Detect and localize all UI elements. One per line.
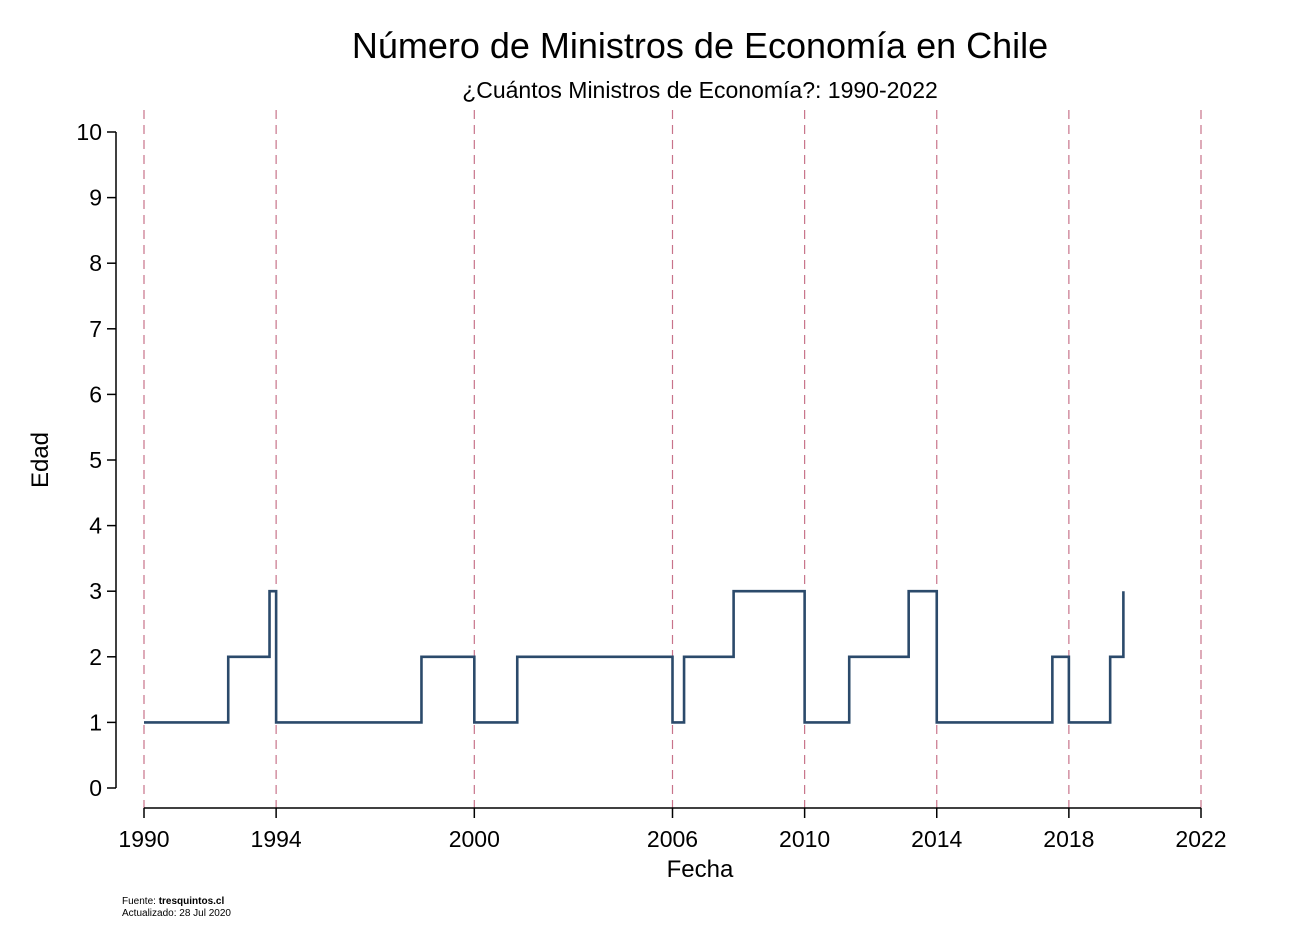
- y-tick-label-6: 6: [89, 381, 102, 407]
- chart-subtitle: ¿Cuántos Ministros de Economía?: 1990-20…: [462, 77, 938, 103]
- source-label: Fuente:: [122, 896, 159, 907]
- y-axis: 0 1 2 3 4 5 6 7 8 9 10: [76, 119, 117, 801]
- source-line: Fuente: tresquintos.cl: [122, 896, 231, 908]
- series-group: [144, 589, 1125, 724]
- y-tick-label-4: 4: [89, 513, 102, 539]
- y-axis-title: Edad: [27, 432, 54, 488]
- source-link[interactable]: tresquintos.cl: [158, 896, 225, 907]
- x-axis-title: Fecha: [667, 856, 734, 883]
- y-tick-label-7: 7: [89, 316, 102, 342]
- y-tick-label-2: 2: [89, 644, 102, 670]
- series-line-0: [144, 589, 1125, 724]
- y-tick-label-0: 0: [89, 775, 102, 801]
- x-tick-label-2000: 2000: [449, 826, 500, 852]
- x-axis: 1990 1994 2000 2006 2010 2014 2018 2022: [118, 807, 1227, 852]
- x-tick-label-2014: 2014: [911, 826, 962, 852]
- y-tick-label-1: 1: [89, 709, 102, 735]
- x-tick-label-2022: 2022: [1175, 826, 1226, 852]
- x-tick-label-2018: 2018: [1043, 826, 1094, 852]
- x-tick-label-2010: 2010: [779, 826, 830, 852]
- y-tick-label-3: 3: [89, 578, 102, 604]
- chart-title: Número de Ministros de Economía en Chile: [352, 25, 1048, 66]
- y-tick-label-8: 8: [89, 250, 102, 276]
- x-tick-label-1990: 1990: [118, 826, 169, 852]
- reference-lines: [143, 110, 1202, 808]
- x-tick-label-1994: 1994: [251, 826, 302, 852]
- x-tick-label-2006: 2006: [647, 826, 698, 852]
- updated-date: Actualizado: 28 Jul 2020: [122, 908, 231, 919]
- y-tick-label-9: 9: [89, 185, 102, 211]
- source-note: Fuente: tresquintos.cl Actualizado: 28 J…: [122, 896, 231, 920]
- y-tick-label-5: 5: [89, 447, 102, 473]
- y-tick-label-10: 10: [76, 119, 102, 145]
